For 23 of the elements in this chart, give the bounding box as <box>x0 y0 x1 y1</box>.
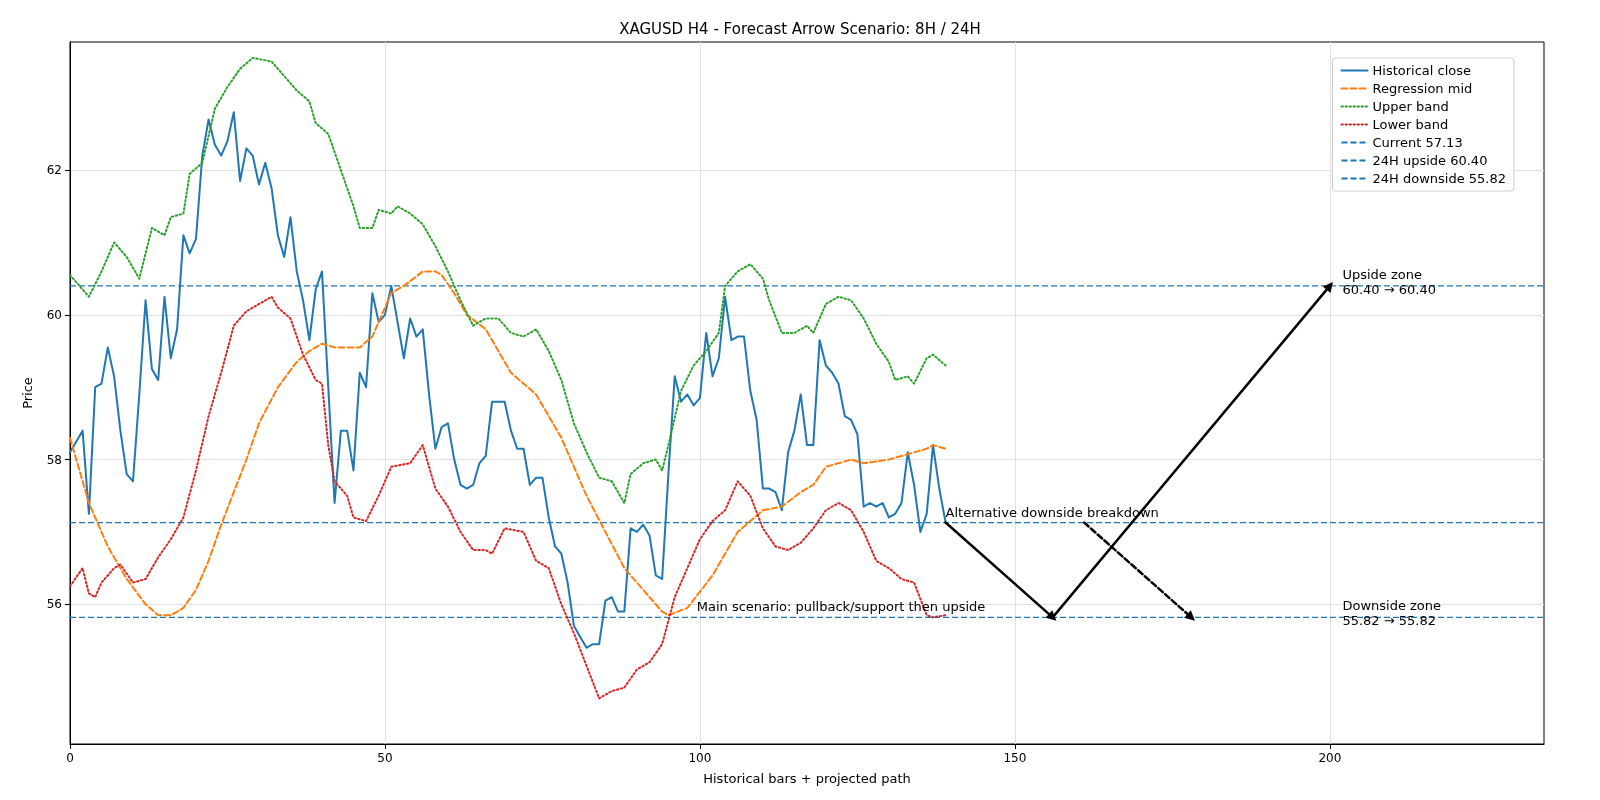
legend-label: 24H upside 60.40 <box>1372 153 1488 168</box>
x-tick-label: 200 <box>1318 751 1342 765</box>
x-tick-label: 100 <box>688 751 712 765</box>
legend-label: Lower band <box>1372 117 1449 132</box>
line-series <box>69 56 947 504</box>
legend-label: Upper band <box>1372 99 1449 114</box>
y-tick-label: 56 <box>46 597 62 612</box>
y-tick-label: 62 <box>46 163 62 178</box>
y-tick-label: 58 <box>46 452 62 467</box>
legend-label: Current 57.13 <box>1372 135 1463 150</box>
legend-label: Regression mid <box>1372 81 1473 96</box>
x-tick-label: 50 <box>377 751 393 765</box>
x-axis-title: Historical bars + projected path <box>703 771 911 786</box>
x-tick-label: 0 <box>66 751 74 765</box>
annotation: Downside zone 55.82 → 55.82 <box>1342 598 1442 629</box>
chart-title: XAGUSD H4 - Forecast Arrow Scenario: 8H / 24H <box>619 19 981 38</box>
y-tick-label: 60 <box>46 307 62 322</box>
annotation: Upside zone 60.40 → 60.40 <box>1342 266 1437 297</box>
annotation: Main scenario: pullback/support then upside <box>696 599 986 615</box>
legend-label: 24H downside 55.82 <box>1372 171 1507 186</box>
legend-label: Historical close <box>1372 63 1472 78</box>
y-axis-title: Price <box>20 377 35 409</box>
x-tick-label: 150 <box>1003 751 1027 765</box>
